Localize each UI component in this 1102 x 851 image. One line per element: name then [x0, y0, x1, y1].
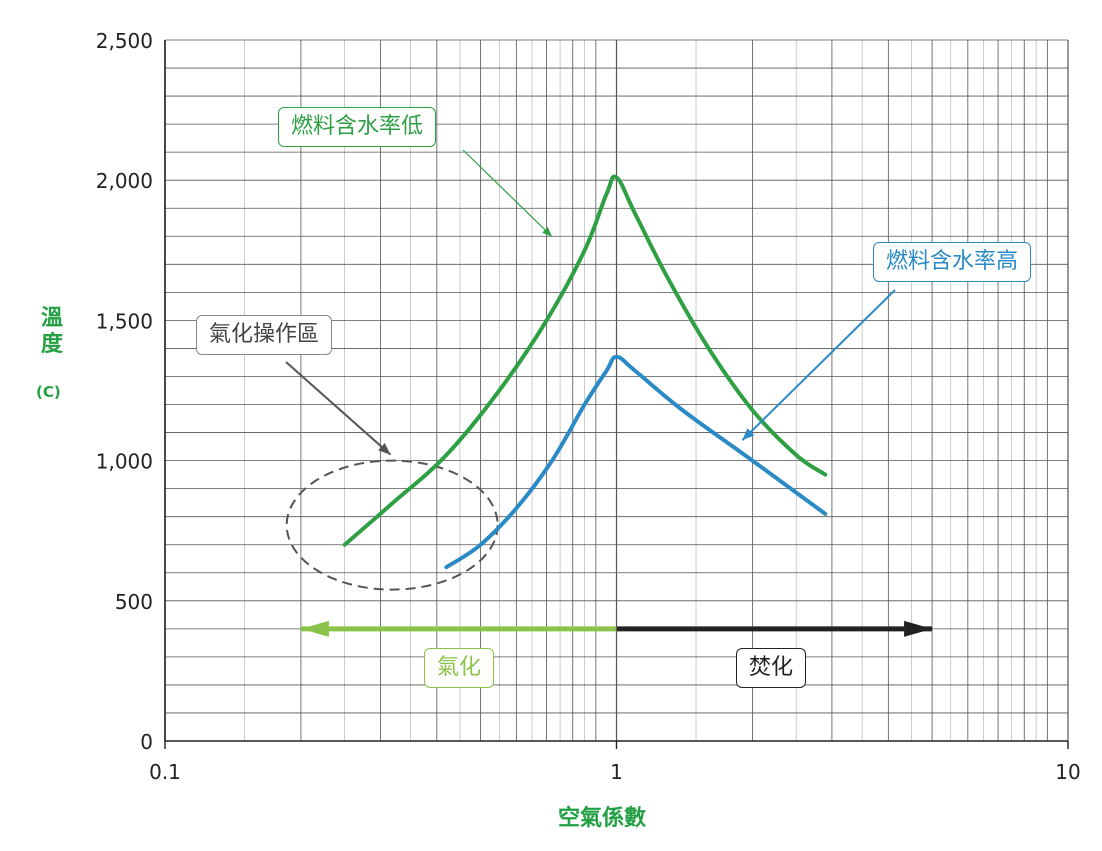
- callout-low-moisture: 燃料含水率低: [278, 107, 437, 148]
- callout-high-moisture: 燃料含水率高: [873, 242, 1032, 283]
- horizontal-gridlines: [165, 39, 1068, 742]
- pointer-low-moisture: [462, 149, 553, 238]
- series-lines: [342, 174, 828, 570]
- gasification-zone-ellipse: [285, 459, 499, 591]
- x-tick-label: 0.1: [149, 760, 181, 784]
- vertical-gridlines: [164, 40, 1069, 741]
- y-axis-label: 溫度: [40, 306, 63, 357]
- y-tick-label: 2,000: [96, 169, 153, 193]
- pointer-gasification-zone: [285, 361, 392, 456]
- pointer-high-moisture: [741, 289, 896, 441]
- y-tick-label: 2,500: [96, 29, 153, 53]
- label-gasification: 氣化: [424, 648, 495, 689]
- x-tick-labels: 0.1 1 10: [149, 741, 1081, 784]
- x-tick-label: 1: [610, 760, 623, 784]
- y-tick-label: 500: [115, 590, 153, 614]
- y-tick-labels: 0 500 1,000 1,500 2,000 2,500: [96, 29, 153, 754]
- annotation-arrows: [285, 149, 896, 456]
- x-axis-label: 空氣係數: [558, 806, 647, 831]
- y-tick-label: 1,500: [96, 309, 153, 333]
- zone-ellipse: [285, 459, 499, 591]
- x-tick-label: 10: [1055, 760, 1080, 784]
- y-tick-label: 0: [140, 730, 153, 754]
- series-line: [342, 174, 828, 547]
- y-axis-unit: (C): [36, 383, 61, 401]
- series-line: [444, 354, 828, 570]
- y-tick-label: 1,000: [96, 450, 153, 474]
- callout-gasification-zone: 氣化操作區: [196, 315, 333, 356]
- label-incineration: 焚化: [736, 648, 807, 689]
